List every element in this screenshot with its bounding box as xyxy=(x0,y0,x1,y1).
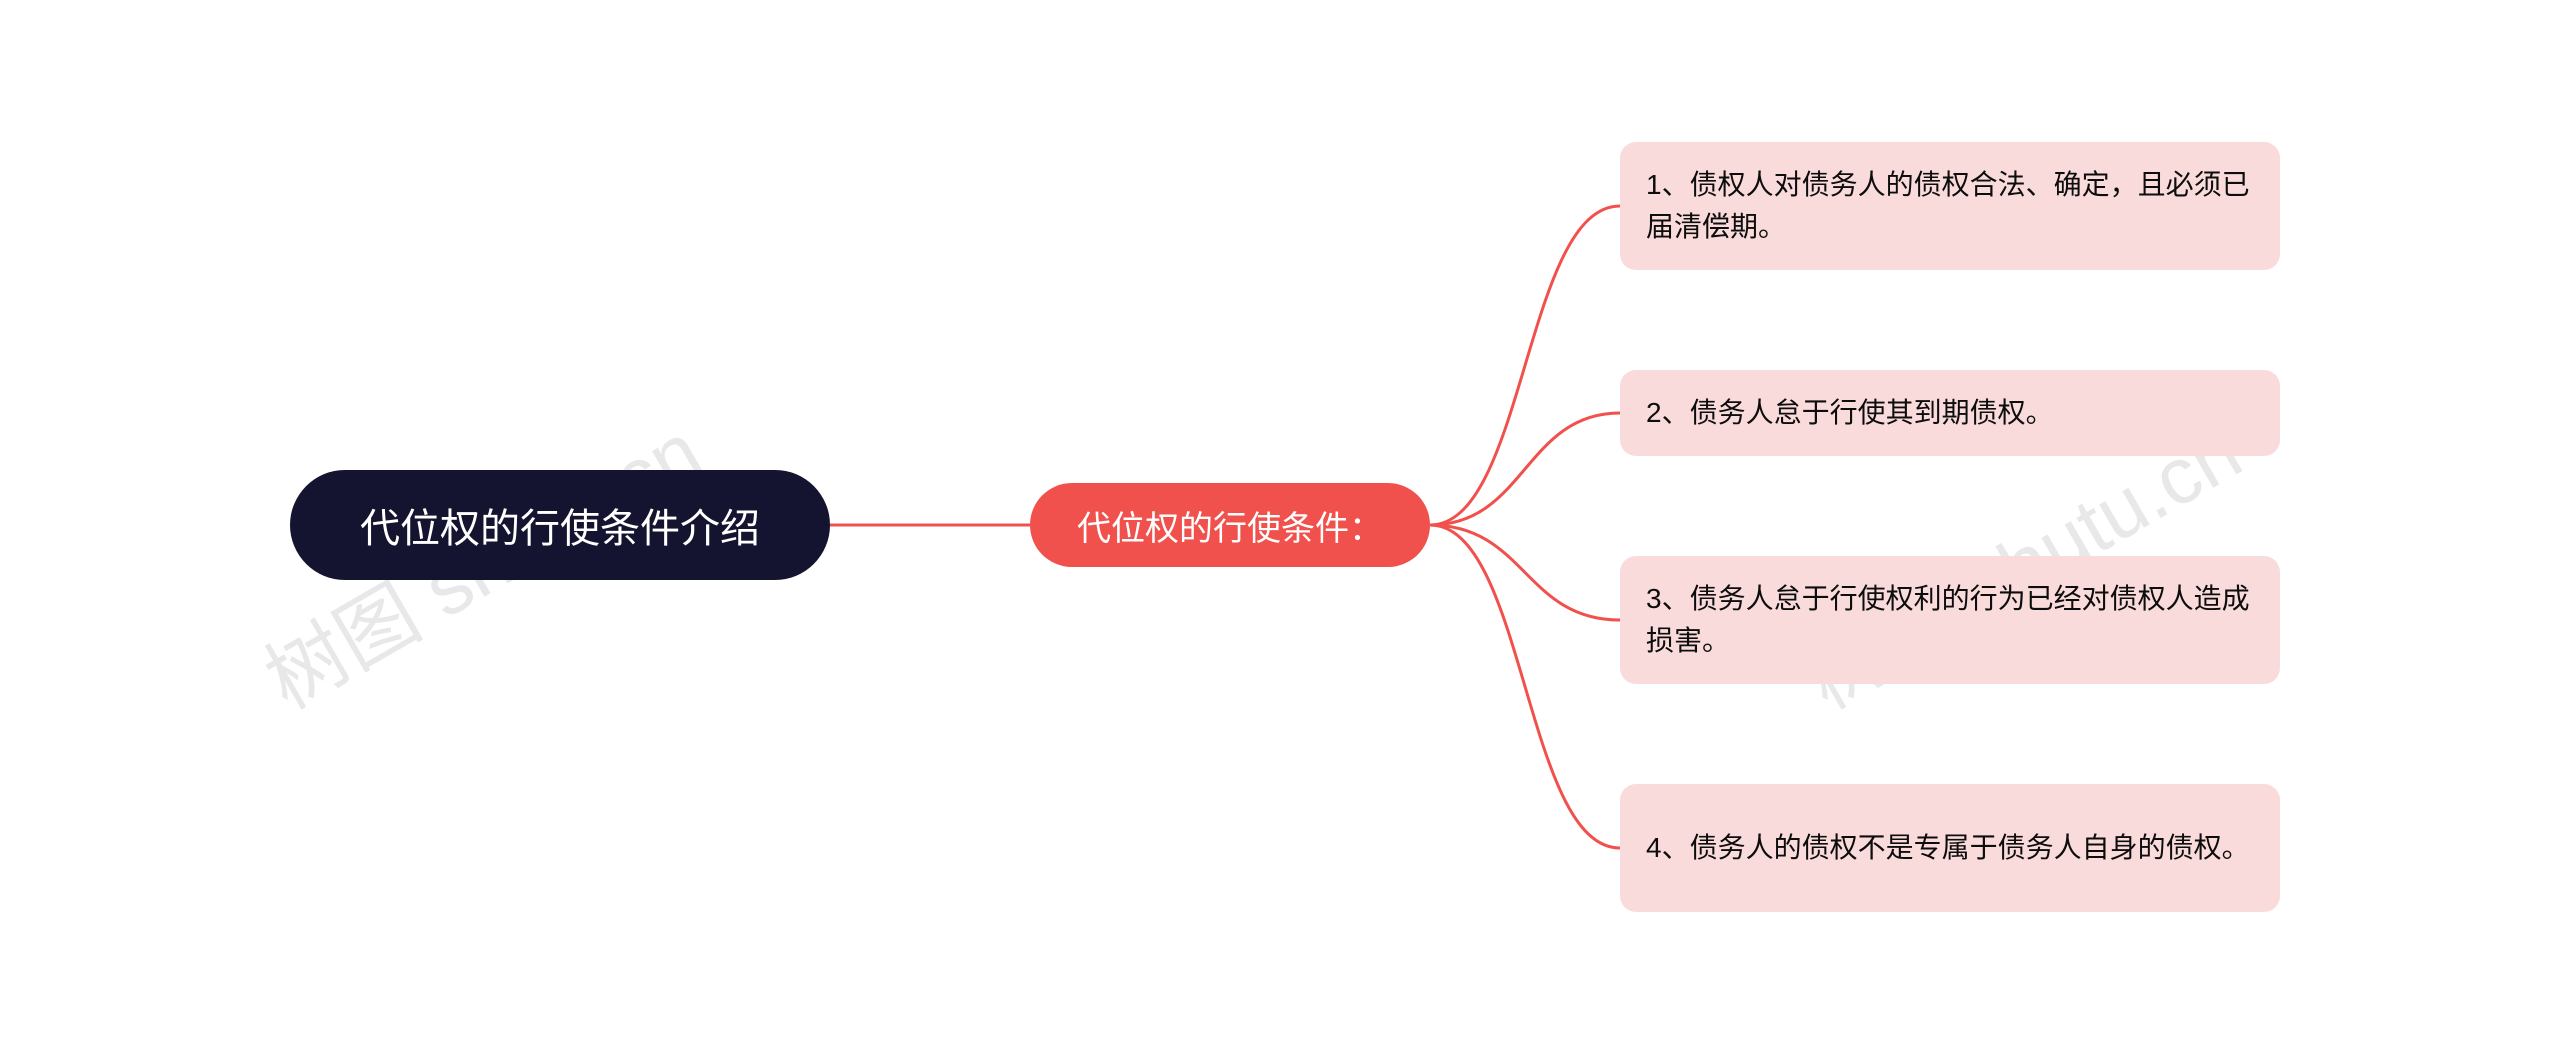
leaf-label-1: 2、债务人怠于行使其到期债权。 xyxy=(1646,392,2054,434)
level1-label: 代位权的行使条件： xyxy=(1077,501,1383,550)
root-node: 代位权的行使条件介绍 xyxy=(290,470,830,580)
leaf-node-3: 4、债务人的债权不是专属于债务人自身的债权。 xyxy=(1620,784,2280,912)
root-label: 代位权的行使条件介绍 xyxy=(360,496,760,554)
diagram-canvas: 树图 shutu.cn 树图 shutu.cn 代位权的行使条件介绍 代位权的行… xyxy=(0,0,2560,1039)
connector-level1-to-leaf-0 xyxy=(1430,206,1620,525)
connector-level1-to-leaf-3 xyxy=(1430,525,1620,848)
leaf-label-3: 4、债务人的债权不是专属于债务人自身的债权。 xyxy=(1646,827,2250,869)
leaf-label-2: 3、债务人怠于行使权利的行为已经对债权人造成损害。 xyxy=(1646,578,2254,662)
leaf-node-1: 2、债务人怠于行使其到期债权。 xyxy=(1620,370,2280,456)
leaf-label-0: 1、债权人对债务人的债权合法、确定，且必须已届清偿期。 xyxy=(1646,164,2254,248)
connector-level1-to-leaf-1 xyxy=(1430,413,1620,525)
leaf-node-0: 1、债权人对债务人的债权合法、确定，且必须已届清偿期。 xyxy=(1620,142,2280,270)
level1-node: 代位权的行使条件： xyxy=(1030,483,1430,567)
leaf-node-2: 3、债务人怠于行使权利的行为已经对债权人造成损害。 xyxy=(1620,556,2280,684)
connector-level1-to-leaf-2 xyxy=(1430,525,1620,620)
